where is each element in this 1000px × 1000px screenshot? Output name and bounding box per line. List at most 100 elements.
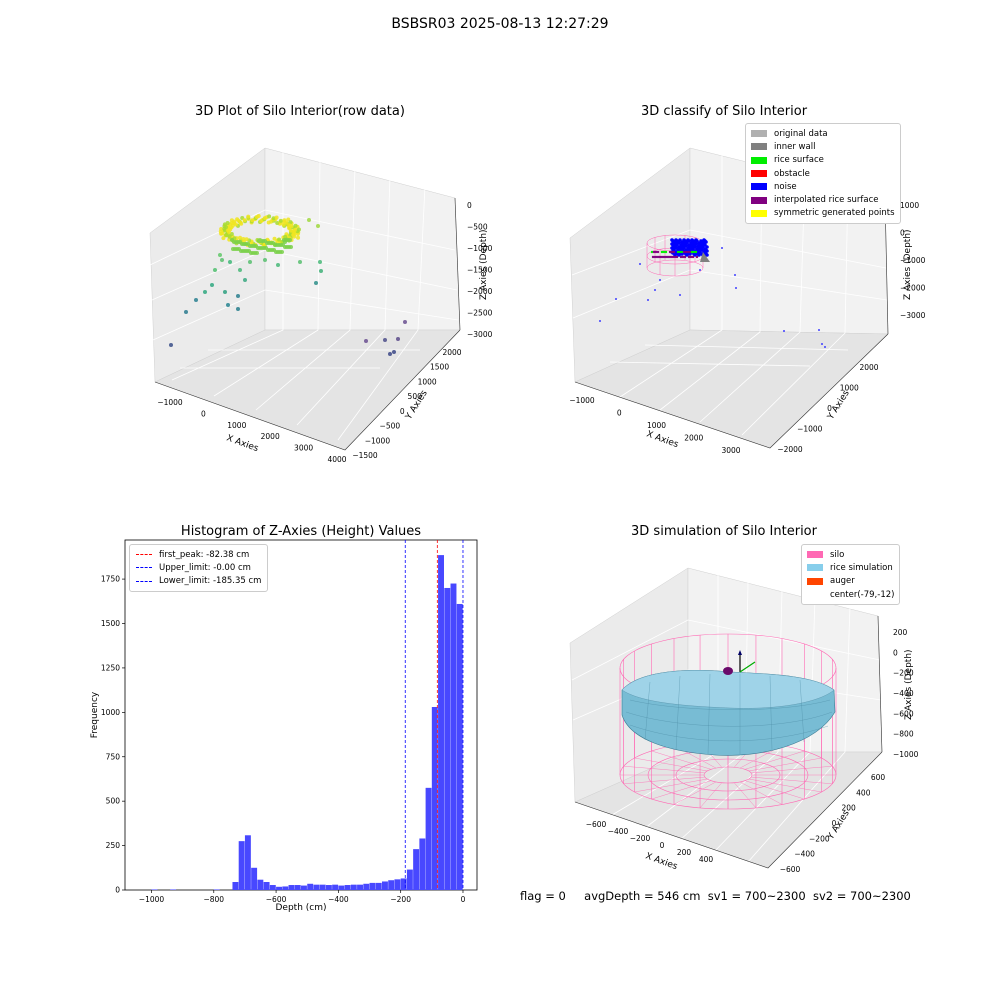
histogram-bar	[363, 883, 370, 890]
data-point	[276, 250, 280, 254]
noise-point	[686, 246, 690, 250]
histogram-frame	[124, 539, 478, 891]
data-point	[277, 241, 282, 246]
data-point	[235, 247, 239, 251]
noise-point	[695, 247, 699, 251]
data-point	[318, 260, 322, 264]
noise-point	[615, 298, 617, 300]
surface-point	[688, 250, 692, 254]
noise-point	[783, 330, 785, 332]
noise-point	[677, 253, 681, 257]
data-point	[220, 231, 225, 236]
data-point	[282, 219, 287, 224]
legend-label: rice simulation	[830, 562, 893, 573]
noise-point	[683, 251, 687, 255]
plot2-x-tick: −1000	[569, 396, 595, 405]
histogram-bar	[444, 587, 451, 890]
data-point	[239, 249, 243, 253]
data-point	[266, 220, 271, 225]
noise-point	[697, 241, 701, 245]
data-point	[284, 232, 289, 237]
data-point	[266, 239, 271, 244]
data-point	[210, 283, 214, 287]
noise-point	[696, 252, 700, 256]
noise-point	[670, 238, 674, 242]
noise-point	[672, 248, 676, 252]
surface-point	[662, 250, 666, 254]
plot2-xlabel: X Axies	[645, 429, 680, 450]
plot1-x-tick: −1000	[157, 398, 183, 407]
histogram-bar	[419, 838, 426, 890]
plot4-ylabel: Y Axies	[826, 808, 852, 842]
data-point	[283, 237, 288, 242]
data-point	[268, 248, 272, 252]
data-point	[288, 233, 293, 238]
data-point	[218, 253, 222, 257]
noise-point	[679, 294, 681, 296]
data-point	[223, 290, 227, 294]
histogram-y-tick: 1250	[101, 663, 120, 672]
data-point	[265, 241, 269, 245]
data-point	[223, 233, 228, 238]
data-point	[258, 238, 262, 242]
plot1-z-tick: −3000	[467, 330, 493, 339]
plot1-y-tick: −1000	[365, 436, 391, 445]
noise-point	[679, 247, 683, 251]
noise-point	[700, 240, 704, 244]
histogram-x-tick: 0	[461, 895, 466, 904]
data-point	[292, 229, 297, 234]
legend-swatch	[807, 551, 823, 559]
data-point	[288, 235, 293, 240]
histogram-ticks: −1000 −800 −600 −400 −200 0 0 250 500 750 1000 1250…	[101, 575, 466, 904]
legend-item: interpolated rice surface	[751, 193, 895, 206]
plot4-grid	[571, 574, 882, 863]
data-point	[231, 247, 235, 251]
data-point	[279, 243, 283, 247]
noise-point	[679, 243, 683, 247]
data-point	[259, 240, 264, 245]
legend-swatch	[751, 143, 767, 151]
plot1-zlabel: Z Axies (Depth)	[479, 229, 489, 300]
data-point	[228, 222, 233, 227]
plot2-axis-lines	[574, 195, 889, 449]
noise-point	[682, 238, 686, 242]
data-point	[281, 243, 285, 247]
data-point	[238, 240, 242, 244]
data-point	[232, 236, 237, 241]
data-point	[230, 223, 235, 228]
data-point	[224, 233, 229, 238]
silo-wire-line	[651, 780, 712, 800]
data-point	[289, 238, 294, 243]
histogram-y-tick: 500	[106, 797, 121, 806]
silo-wire-line	[734, 782, 757, 808]
data-point	[219, 231, 224, 236]
histogram-title: Histogram of Z-Axies (Height) Values	[180, 524, 422, 539]
plot4-title: 3D simulation of Silo Interior	[631, 524, 817, 539]
data-point	[234, 241, 239, 246]
noise-point	[692, 252, 696, 256]
noise-point	[698, 242, 702, 246]
data-point	[288, 226, 292, 230]
data-point	[228, 234, 233, 239]
plot2-z-tick: −3000	[900, 311, 926, 320]
noise-point	[687, 243, 691, 247]
surface-point	[669, 255, 673, 259]
silo-wire-line	[734, 742, 757, 768]
data-point	[234, 238, 239, 243]
data-point	[246, 214, 251, 219]
plot1-xlabel: X Axies	[225, 433, 260, 454]
data-point	[261, 241, 266, 246]
data-point	[242, 242, 246, 246]
surface-point	[673, 255, 677, 259]
data-point	[277, 243, 281, 247]
data-point	[169, 343, 173, 347]
plot1-y-tick: 500	[408, 392, 423, 401]
histogram-bar	[325, 885, 332, 890]
data-point	[275, 238, 280, 243]
noise-point	[693, 245, 697, 249]
data-point	[265, 238, 270, 243]
surface-point	[671, 255, 675, 259]
legend-label: original data	[774, 128, 828, 139]
data-point	[253, 216, 258, 221]
noise-point	[700, 248, 704, 252]
